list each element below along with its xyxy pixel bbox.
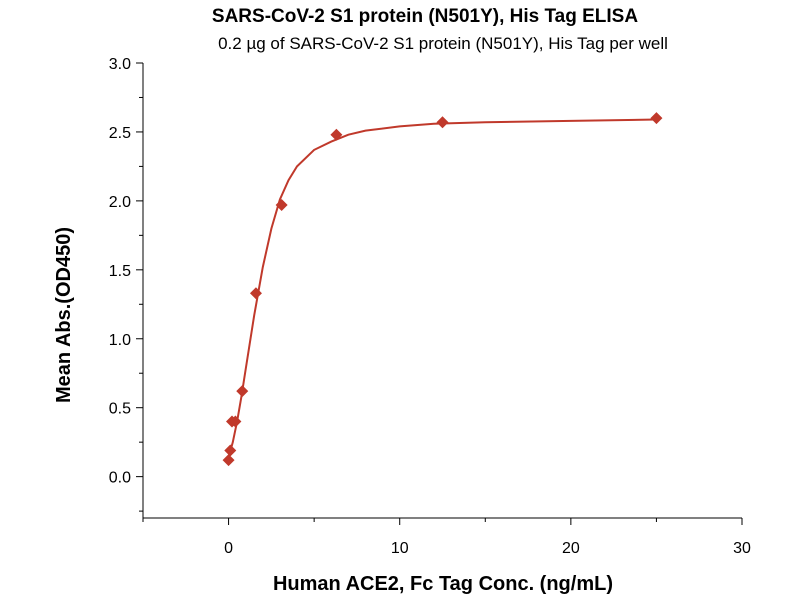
data-point — [249, 287, 262, 300]
y-tick-label: 1.5 — [109, 263, 131, 280]
fit-curve — [227, 118, 657, 458]
y-tick-label: 0.0 — [109, 470, 131, 487]
x-axis-title: Human ACE2, Fc Tag Conc. (ng/mL) — [273, 573, 613, 595]
y-axis-ticks: 0.0 0.5 1.0 1.5 2.0 2.5 3.0 — [109, 56, 143, 512]
y-tick-label: 1.0 — [109, 332, 131, 349]
y-tick-label: 2.5 — [109, 125, 131, 142]
x-axis-ticks: 0 10 20 30 — [142, 518, 751, 557]
y-tick-label: 0.5 — [109, 401, 131, 418]
y-axis-title: Mean Abs.(OD450) — [53, 227, 75, 403]
x-tick-label: 0 — [224, 540, 233, 557]
y-tick-label: 3.0 — [109, 56, 131, 73]
x-tick-label: 30 — [733, 540, 751, 557]
y-tick-label: 2.0 — [109, 194, 131, 211]
data-point — [222, 454, 235, 467]
data-point — [236, 385, 249, 398]
data-point — [436, 116, 449, 129]
data-points — [222, 112, 663, 467]
data-point — [275, 199, 288, 212]
data-point — [224, 444, 237, 457]
chart-title: SARS-CoV-2 S1 protein (N501Y), His Tag E… — [212, 6, 638, 27]
chart-subtitle: 0.2 µg of SARS-CoV-2 S1 protein (N501Y),… — [218, 34, 668, 53]
x-tick-label: 10 — [391, 540, 409, 557]
data-point — [650, 112, 663, 125]
data-point — [330, 128, 343, 141]
data-point — [229, 415, 242, 428]
x-tick-label: 20 — [562, 540, 580, 557]
